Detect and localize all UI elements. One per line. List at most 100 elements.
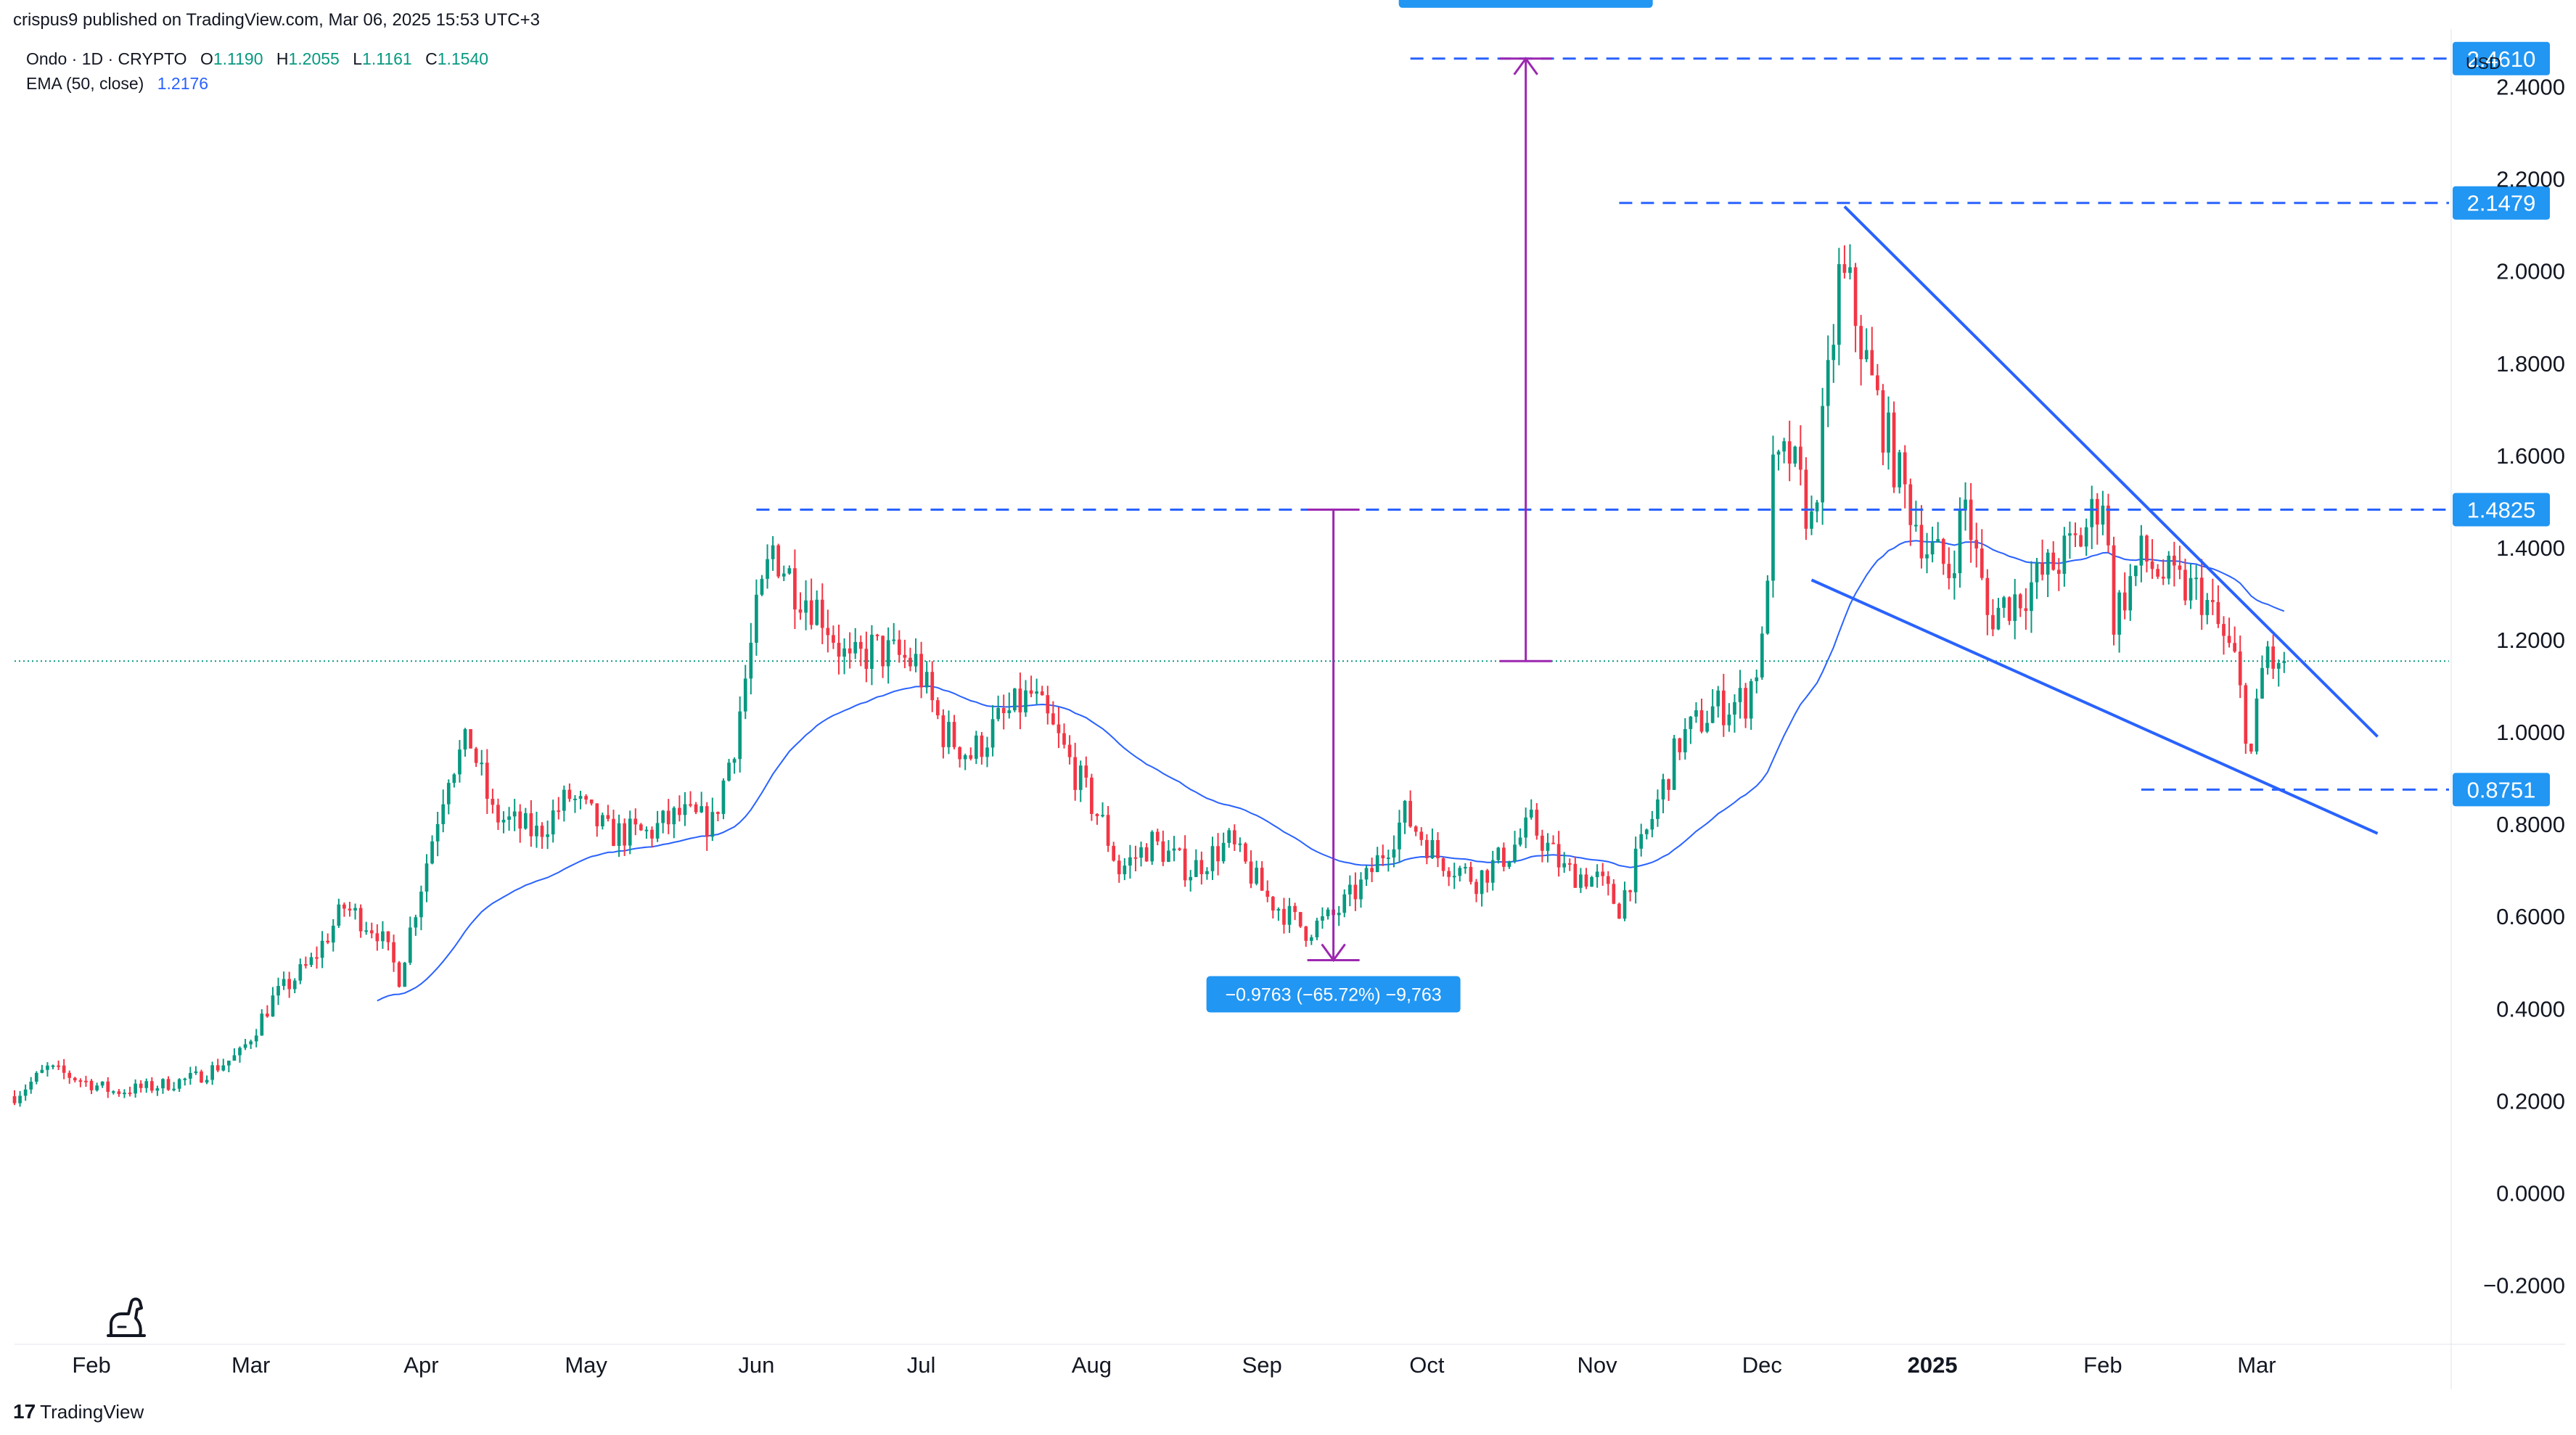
candle-body [364, 930, 369, 932]
tradingview-dino-icon[interactable] [107, 1297, 146, 1337]
candle-body [721, 780, 726, 814]
candle-body [161, 1079, 165, 1089]
candle-body [1051, 713, 1055, 725]
x-tick-label: Apr [403, 1352, 438, 1378]
candle-body [595, 803, 599, 827]
candle-body [1892, 412, 1896, 488]
candle-body [853, 641, 858, 654]
candle-body [2189, 577, 2193, 601]
candle-body [1996, 607, 2001, 630]
candle-body [1980, 548, 1984, 578]
time-axis[interactable]: Feb Mar Apr May Jun Jul Aug Sep Oct Nov Dec 2025 Feb… [15, 1344, 2565, 1378]
candle-body [1469, 867, 1473, 882]
candle-body [23, 1089, 28, 1096]
candle-body [1914, 525, 1918, 527]
candle-body [1941, 538, 1945, 564]
candle-body [1721, 690, 1726, 725]
candle-body [1095, 813, 1099, 816]
candle-body [1062, 733, 1066, 745]
candle-body [1348, 884, 1352, 895]
y-tick-label: 0.8000 [2496, 812, 2565, 837]
candle-body [496, 805, 500, 823]
candle-body [1617, 903, 1621, 919]
price-axis[interactable]: USD 2.4000 2.2000 2.0000 1.8000 1.6000 1.4000 1… [2450, 29, 2565, 1389]
candle-body [2073, 533, 2077, 535]
candle-body [601, 815, 604, 827]
candle-body [864, 649, 869, 669]
candle-body [689, 804, 692, 806]
candle-body [2276, 662, 2281, 669]
tradingview-logo-icon: 17 [13, 1400, 36, 1423]
horizontal-levels-layer[interactable]: 2.4610 2.1479 1.4825 0.8751 [756, 41, 2550, 807]
candle-body [183, 1078, 187, 1080]
legend-low-value: 1.1161 [362, 49, 412, 68]
candle-body [1117, 860, 1121, 875]
candle-body [2035, 562, 2039, 583]
candle-body [1985, 577, 1990, 615]
candle-body [1821, 406, 1824, 503]
candle-body [512, 811, 517, 817]
measure-badge[interactable] [1206, 976, 1461, 1013]
candle-body [1013, 688, 1017, 711]
candle-body [1359, 879, 1363, 900]
level-price-badge[interactable] [2453, 773, 2550, 807]
candle-body [1398, 822, 1401, 850]
candle-body [1606, 876, 1610, 884]
candle-body [238, 1048, 242, 1056]
x-tick-label: Feb [2083, 1352, 2122, 1378]
tradingview-logo[interactable]: 17 TradingView [13, 1400, 144, 1423]
candle-body [919, 654, 923, 688]
candle-body [1633, 848, 1638, 892]
candle-body [243, 1044, 247, 1048]
legend-ohlc-row[interactable]: Ondo · 1D · CRYPTO O1.1190 H1.2055 L1.11… [26, 49, 488, 69]
candle-body [1073, 757, 1078, 790]
candle-body [798, 609, 803, 613]
x-tick-label: 2025 [1908, 1352, 1958, 1378]
candle-body [210, 1065, 214, 1080]
candle-body [1947, 564, 1951, 578]
candle-body [1535, 810, 1539, 836]
wedge-trendline[interactable] [1810, 578, 2379, 835]
candle-body [870, 634, 874, 669]
candle-body [1216, 846, 1220, 862]
candle-body [67, 1072, 72, 1078]
measurements-layer[interactable]: −0.9763 (−65.72%) −9,763 1.3145 (113.77%)… [1206, 0, 1653, 1013]
candle-body [266, 1013, 269, 1017]
candle-body [518, 811, 522, 829]
candle-body [1612, 884, 1616, 904]
candle-body [298, 964, 303, 981]
candle-body [1705, 723, 1709, 732]
level-price-badge[interactable] [2453, 493, 2550, 527]
candle-body [1925, 554, 1929, 559]
candle-body [485, 762, 489, 799]
trendlines-layer[interactable] [1810, 205, 2379, 835]
candle-body [2018, 594, 2022, 609]
candle-body [260, 1013, 264, 1036]
candle-body [1150, 831, 1154, 862]
candle-body [1133, 857, 1138, 859]
candle-body [419, 891, 423, 918]
candle-body [2117, 592, 2121, 635]
candle-body [732, 759, 737, 763]
candle-body [1321, 916, 1324, 921]
measure-badge[interactable] [1398, 0, 1653, 8]
candle-body [589, 799, 594, 804]
legend-ema-value: 1.2176 [157, 74, 209, 93]
candle-body [1029, 690, 1033, 694]
level-price-badge[interactable] [2453, 186, 2550, 220]
candle-body [1771, 454, 1775, 581]
level-price-label: 1.4825 [2467, 497, 2536, 522]
candle-body [1513, 844, 1517, 862]
candle-body [424, 863, 429, 892]
candle-body [557, 810, 561, 813]
candle-body [1309, 937, 1313, 941]
legend-ema-row[interactable]: EMA (50, close) 1.2176 [26, 74, 208, 94]
candle-body [1716, 690, 1720, 707]
candle-body [1128, 857, 1132, 866]
level-price-badge[interactable] [2453, 41, 2550, 75]
candle-body [842, 648, 846, 657]
wedge-trendline[interactable] [1843, 205, 2379, 738]
candle-body [2030, 582, 2033, 612]
candle-body [320, 940, 324, 958]
